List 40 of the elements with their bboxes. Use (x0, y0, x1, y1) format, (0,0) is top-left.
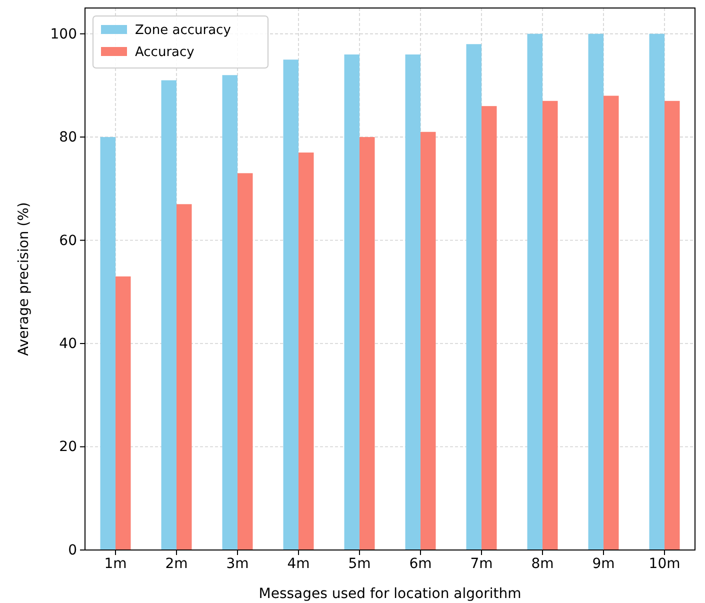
bar (344, 54, 360, 550)
x-tick-label: 2m (165, 556, 188, 572)
bar (405, 54, 420, 550)
bar (100, 137, 116, 550)
x-axis-title: Messages used for location algorithm (258, 586, 522, 602)
legend-label: Accuracy (135, 45, 195, 60)
bar (116, 276, 131, 550)
x-tick-label: 10m (648, 556, 680, 572)
bar (238, 173, 253, 550)
x-tick-label: 7m (470, 556, 493, 572)
bar (542, 100, 558, 550)
bar (604, 96, 619, 550)
legend-label: Zone accuracy (135, 23, 232, 38)
bar (527, 34, 542, 550)
x-tick-label: 4m (287, 556, 310, 572)
y-tick-label: 20 (59, 439, 77, 456)
bar (222, 75, 238, 550)
x-tick-label: 3m (226, 556, 249, 572)
bar (482, 106, 497, 550)
bar (161, 80, 176, 550)
bar (298, 152, 314, 550)
y-tick-label: 60 (59, 232, 77, 249)
bar (360, 137, 375, 550)
y-tick-label: 40 (59, 336, 77, 352)
x-tick-label: 6m (409, 556, 432, 572)
bar (664, 100, 680, 550)
y-tick-label: 100 (50, 26, 77, 42)
bar (176, 204, 192, 550)
bar (588, 34, 604, 550)
y-tick-label: 0 (68, 542, 77, 558)
x-tick-label: 1m (104, 556, 127, 572)
y-tick-label: 80 (59, 130, 77, 146)
bar (283, 60, 298, 550)
bar (420, 132, 436, 550)
x-tick-label: 5m (348, 556, 371, 572)
bar (466, 44, 482, 550)
x-tick-label: 9m (592, 556, 615, 572)
y-axis-title: Average precision (%) (16, 202, 32, 356)
bar (649, 34, 664, 550)
x-tick-label: 8m (531, 556, 554, 572)
